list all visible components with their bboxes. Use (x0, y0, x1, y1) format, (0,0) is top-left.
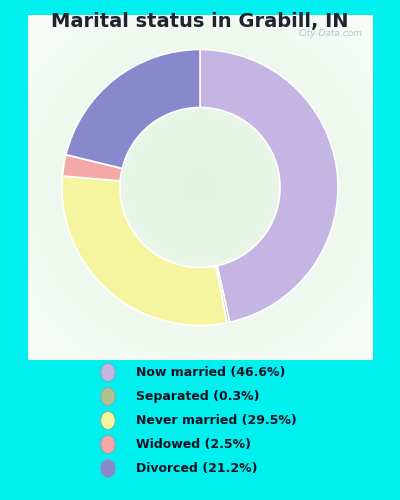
Text: Divorced (21.2%): Divorced (21.2%) (136, 462, 258, 475)
Text: City-Data.com: City-Data.com (298, 29, 362, 38)
Wedge shape (200, 50, 338, 322)
Text: Now married (46.6%): Now married (46.6%) (136, 366, 285, 379)
Text: Widowed (2.5%): Widowed (2.5%) (136, 438, 251, 451)
Wedge shape (62, 154, 122, 181)
Wedge shape (62, 176, 227, 326)
Text: Marital status in Grabill, IN: Marital status in Grabill, IN (51, 12, 349, 32)
Wedge shape (216, 266, 230, 323)
Text: Never married (29.5%): Never married (29.5%) (136, 414, 297, 427)
Text: Separated (0.3%): Separated (0.3%) (136, 390, 260, 403)
Wedge shape (66, 50, 200, 168)
